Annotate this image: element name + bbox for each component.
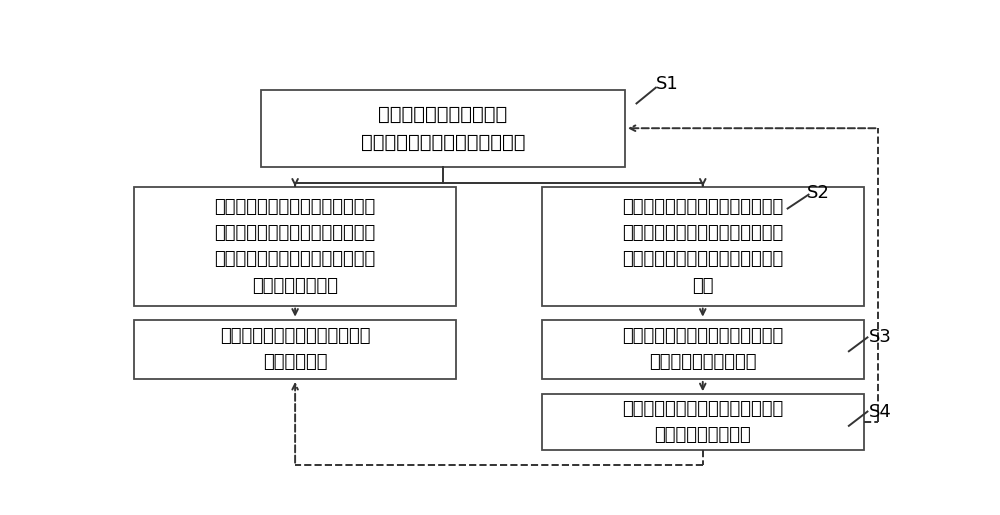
Text: S3: S3: [869, 329, 892, 347]
FancyBboxPatch shape: [542, 319, 864, 379]
Text: 基于磁共振原理，根据测量磁共振
信号获得实际磁场强度: 基于磁共振原理，根据测量磁共振 信号获得实际磁场强度: [622, 327, 783, 371]
FancyBboxPatch shape: [542, 394, 864, 450]
FancyBboxPatch shape: [261, 90, 625, 167]
FancyBboxPatch shape: [542, 187, 864, 306]
Text: 提供成像射频信号，以激发与所述
磁场相对应的成像磁共振信号，并
接收所述成像磁共振信号；采集所
述成像磁共振信号: 提供成像射频信号，以激发与所述 磁场相对应的成像磁共振信号，并 接收所述成像磁共…: [214, 198, 376, 295]
Text: 基于所述实际磁场强度与目标磁场
强度的偏差进行校正: 基于所述实际磁场强度与目标磁场 强度的偏差进行校正: [622, 400, 783, 444]
FancyBboxPatch shape: [134, 187, 456, 306]
Text: S4: S4: [869, 403, 892, 421]
Text: 提供测量射频信号，以激发监测样
本并产生与所述磁场相对应的测量
磁共振信号，采集所述测量磁共振
信号: 提供测量射频信号，以激发监测样 本并产生与所述磁场相对应的测量 磁共振信号，采集…: [622, 198, 783, 295]
Text: 基于采集的所述成像磁共振信号
进行图像重建: 基于采集的所述成像磁共振信号 进行图像重建: [220, 327, 370, 371]
FancyBboxPatch shape: [134, 319, 456, 379]
Text: S1: S1: [656, 75, 679, 93]
Text: 提供成像磁场，所述成像
磁场用于对待扫描对象进行扫描: 提供成像磁场，所述成像 磁场用于对待扫描对象进行扫描: [360, 105, 525, 152]
Text: S2: S2: [807, 184, 830, 202]
